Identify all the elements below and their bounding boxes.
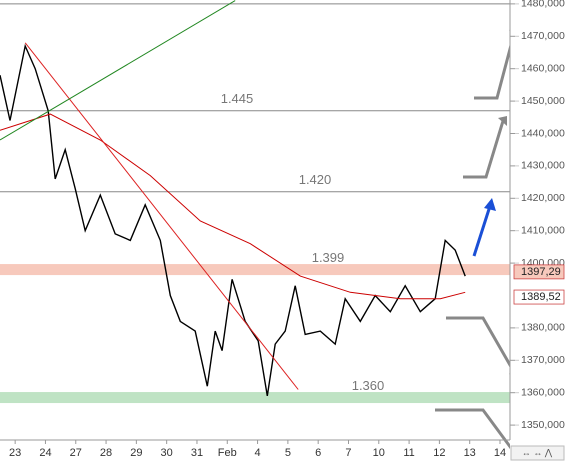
y-tick-label: 1470,000 <box>521 30 565 42</box>
price-label-box <box>513 289 565 305</box>
arrow-gray <box>474 33 516 100</box>
level-band <box>0 264 510 276</box>
y-tick-label: 1350,000 <box>521 419 565 431</box>
y-tick-label: 1380,000 <box>521 322 565 334</box>
y-tick-label: 1440,000 <box>521 127 565 139</box>
axes-layer: 23 24 27 28 29 30 31 Feb 4 5 6 7 10 11 12 13 14 1480,000 1… <box>9 0 565 459</box>
price-label: 1389,52 <box>521 291 561 303</box>
arrow-gray <box>435 408 516 453</box>
y-tick-label: 1370,000 <box>521 354 565 366</box>
y-tick-label: 1480,000 <box>521 0 565 10</box>
x-tick-label: 14 <box>494 447 506 459</box>
arrow-head <box>498 116 507 126</box>
x-tick-label: 12 <box>433 447 445 459</box>
x-tick-label: Feb <box>218 447 237 459</box>
scroll-controls[interactable]: ↔ ↔ ⋀ <box>510 445 565 461</box>
y-tick-label: 1410,000 <box>521 224 565 236</box>
y-tick-label: 1430,000 <box>521 160 565 172</box>
series-line <box>0 113 466 300</box>
level-band <box>0 392 510 404</box>
level-label: 1.360 <box>352 378 385 393</box>
x-tick-label: 6 <box>315 447 321 459</box>
series-line <box>0 43 466 397</box>
series-line <box>0 0 236 141</box>
y-axis-panel <box>510 0 565 461</box>
x-tick-label: 30 <box>161 447 173 459</box>
x-tick-label: 11 <box>403 447 414 459</box>
arrow-gray <box>463 120 505 179</box>
x-tick-label: 7 <box>345 447 351 459</box>
x-tick-label: 23 <box>9 447 21 459</box>
x-tick-label: 29 <box>130 447 142 459</box>
arrow-head <box>484 198 496 211</box>
price-label: 1397,29 <box>521 266 561 278</box>
x-tick-label: 10 <box>373 447 385 459</box>
y-tick-label: 1360,000 <box>521 386 565 398</box>
x-tick-label: 31 <box>191 447 203 459</box>
y-tick-label: 1460,000 <box>521 62 565 74</box>
x-tick-label: 24 <box>39 447 51 459</box>
arrow-gray <box>446 316 516 373</box>
x-tick-label: 5 <box>285 447 291 459</box>
x-tick-label: 4 <box>255 447 261 459</box>
level-label: 1.399 <box>312 250 345 265</box>
series-line <box>24 42 299 390</box>
level-label: 1.445 <box>221 91 254 106</box>
series-layer <box>0 0 466 397</box>
y-tick-label: 1420,000 <box>521 192 565 204</box>
scroll-box[interactable] <box>510 445 565 461</box>
x-tick-label: 13 <box>464 447 476 459</box>
arrow-blue <box>472 205 492 257</box>
x-tick-label: 27 <box>70 447 82 459</box>
price-label-box <box>513 264 565 280</box>
x-tick-label: 28 <box>100 447 112 459</box>
annotation-arrows <box>435 28 518 453</box>
level-label: 1.420 <box>299 172 332 187</box>
scroll-icons[interactable]: ↔ ↔ ⋀ <box>522 447 553 457</box>
y-tick-label: 1450,000 <box>521 95 565 107</box>
